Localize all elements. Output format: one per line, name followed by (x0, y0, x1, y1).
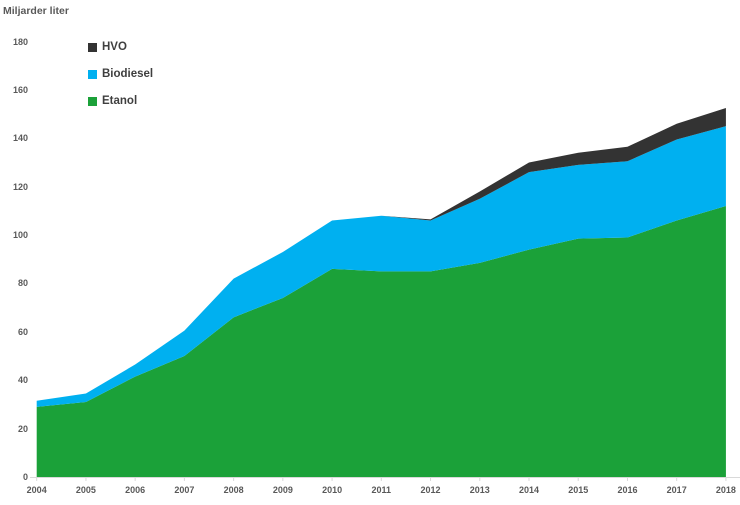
x-tick-label-2016: 2016 (617, 485, 638, 495)
x-tick-label-2006: 2006 (125, 485, 146, 495)
legend: HVO Biodiesel Etanol (88, 38, 153, 119)
x-tick-label-2004: 2004 (26, 485, 47, 495)
legend-item-etanol: Etanol (88, 92, 153, 110)
x-tick-label-2009: 2009 (272, 485, 293, 495)
x-tick-label-2015: 2015 (568, 485, 589, 495)
area-biodiesel (36, 126, 726, 407)
area-hvo (36, 108, 726, 401)
y-tick-label-120: 120 (12, 181, 28, 192)
y-tick-label-40: 40 (17, 375, 28, 386)
y-axis-title: Miljarder liter (3, 5, 69, 17)
y-tick-label-20: 20 (17, 423, 28, 434)
area-etanol (36, 206, 726, 477)
legend-label-etanol: Etanol (102, 95, 138, 107)
legend-item-hvo: HVO (88, 38, 153, 56)
y-tick-label-80: 80 (17, 278, 28, 289)
x-tick-label-2013: 2013 (469, 485, 490, 495)
legend-label-biodiesel: Biodiesel (102, 68, 154, 80)
legend-swatch-etanol-icon (88, 96, 97, 106)
y-tick-label-160: 160 (12, 84, 28, 95)
x-tick-label-2005: 2005 (75, 485, 96, 495)
x-tick-label-2008: 2008 (223, 485, 244, 495)
x-tick-label-2012: 2012 (420, 485, 441, 495)
legend-swatch-hvo-icon (88, 42, 97, 52)
y-tick-label-0: 0 (22, 472, 28, 482)
x-tick-label-2018: 2018 (715, 485, 736, 495)
y-tick-label-60: 60 (17, 326, 28, 337)
y-tick-label-100: 100 (12, 230, 28, 241)
x-tick-label-2010: 2010 (322, 485, 343, 495)
legend-swatch-biodiesel-icon (88, 69, 97, 79)
y-tick-label-140: 140 (12, 133, 28, 144)
x-tick-label-2011: 2011 (371, 485, 392, 495)
x-tick-label-2014: 2014 (518, 485, 540, 495)
x-tick-label-2017: 2017 (666, 485, 687, 495)
x-tick-label-2007: 2007 (174, 485, 195, 495)
legend-item-biodiesel: Biodiesel (88, 65, 153, 83)
legend-label-hvo: HVO (102, 41, 127, 53)
y-tick-label-180: 180 (12, 36, 28, 47)
